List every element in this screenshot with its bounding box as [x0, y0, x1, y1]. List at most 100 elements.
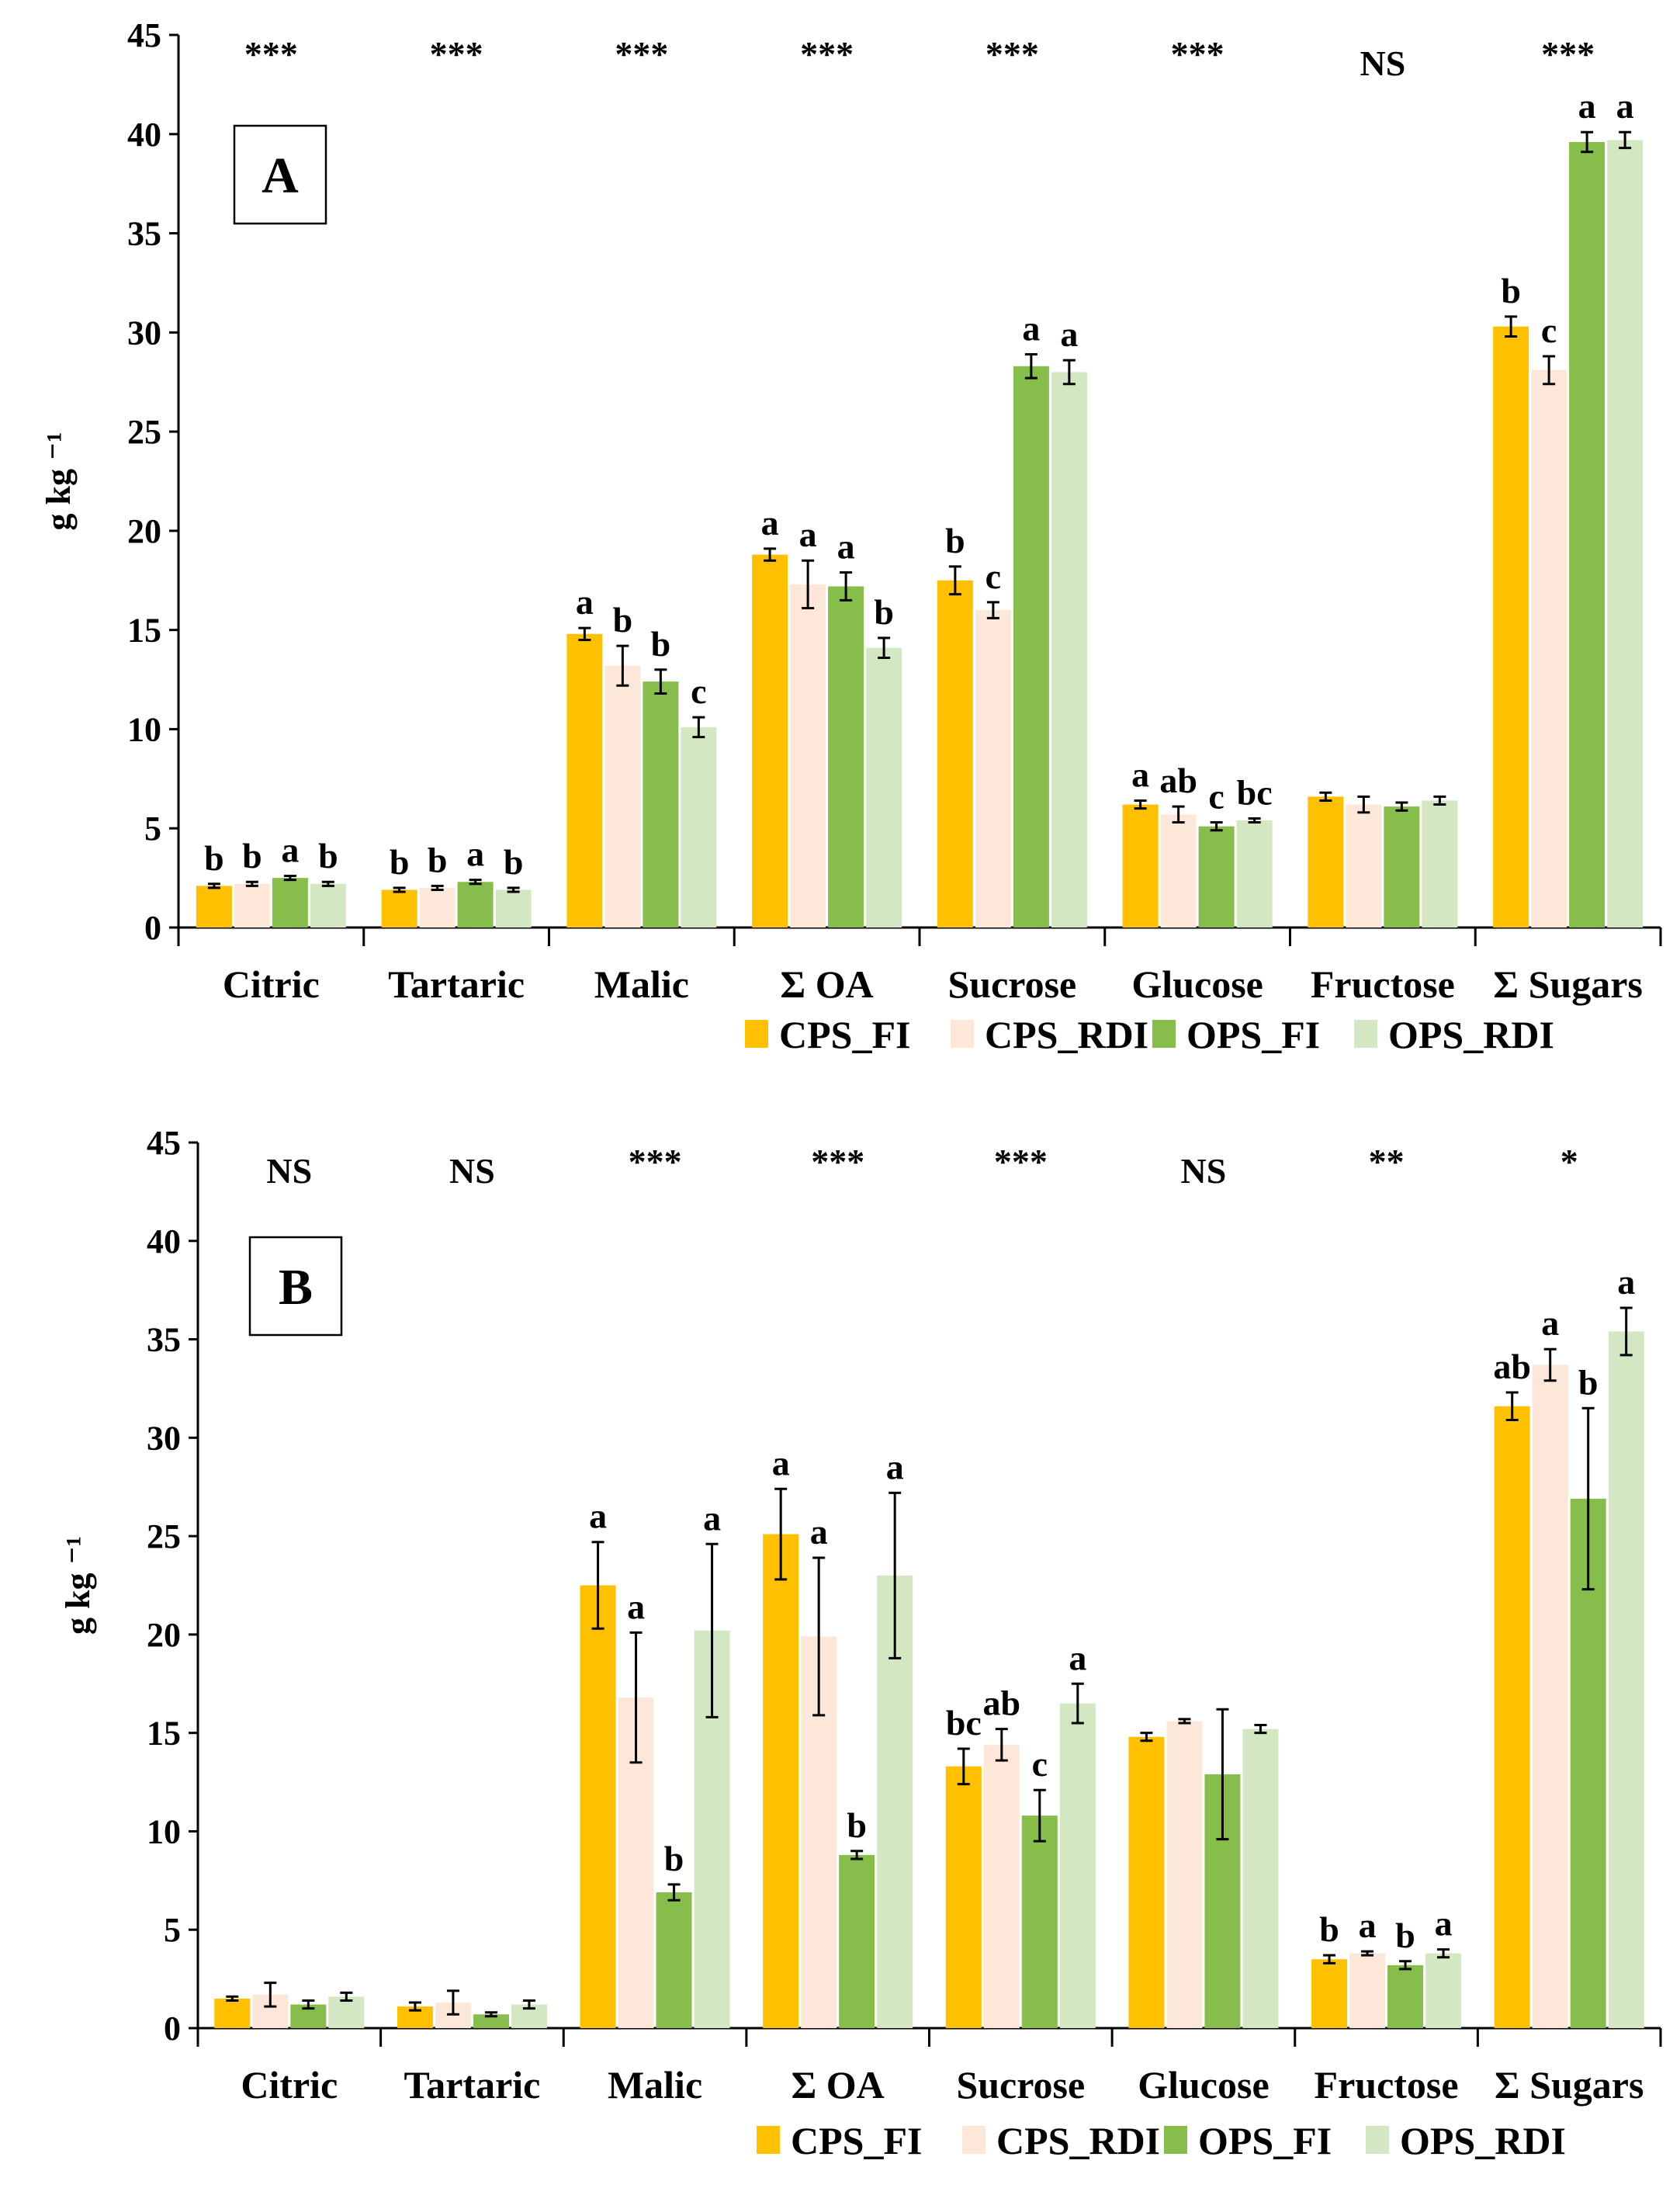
x-category-label: Σ Sugars [1493, 962, 1642, 1006]
data-label: c [691, 671, 706, 711]
bar [1425, 1953, 1462, 2028]
data-label: a [1022, 308, 1040, 348]
bar [1128, 1736, 1165, 2028]
data-label: a [627, 1586, 645, 1626]
data-label: a [576, 582, 594, 622]
legend-swatch [951, 1020, 974, 1048]
bar [381, 889, 417, 928]
data-label: b [613, 600, 633, 640]
y-tick-label: 10 [147, 1812, 181, 1850]
bar [419, 887, 456, 928]
bar [752, 554, 788, 928]
bar [1242, 1729, 1279, 2028]
y-tick-label: 0 [144, 909, 161, 947]
y-tick-label: 5 [164, 1911, 181, 1949]
bar [234, 883, 270, 928]
significance-marker: NS [1181, 1151, 1227, 1191]
panel-label-box [233, 124, 327, 225]
bar [866, 647, 902, 928]
legend-swatch [745, 1020, 768, 1048]
panel-label-box [248, 1236, 343, 1337]
data-label: b [874, 592, 894, 632]
x-category-label: Sucrose [948, 962, 1077, 1006]
data-label: a [281, 830, 299, 870]
bar [457, 882, 494, 928]
legend-swatch [757, 2126, 780, 2154]
bar [566, 633, 603, 928]
x-category-label: Σ OA [792, 2063, 885, 2107]
x-category-label: Glucose [1138, 2063, 1269, 2107]
legend-swatch [1366, 2126, 1389, 2154]
chart-panel-b: 0 5 10 15 20 25 30 35 40 45 g kg ⁻¹ Citric NS Tartari… [59, 1124, 1662, 2162]
data-label: a [1060, 314, 1078, 354]
x-category-label: Σ OA [781, 962, 874, 1006]
bar [1494, 1406, 1530, 2028]
significance-marker: ** [1369, 1142, 1405, 1181]
data-label: b [504, 842, 524, 882]
y-tick-label: 15 [127, 612, 161, 650]
legend-entry: OPS_RDI [1388, 1013, 1554, 1056]
y-tick-label: 15 [147, 1715, 181, 1753]
bar [1387, 1964, 1424, 2028]
data-label: b [664, 1839, 684, 1878]
significance-marker: * [1560, 1142, 1578, 1181]
data-label: b [651, 624, 671, 664]
x-category-label: Malic [594, 962, 689, 1006]
x-category-label: Sucrose [956, 2063, 1085, 2107]
data-label: a [589, 1496, 607, 1536]
bar [328, 1996, 365, 2028]
bar [1346, 804, 1382, 928]
data-label: a [1359, 1905, 1377, 1945]
data-label: b [945, 521, 965, 560]
x-category-label: Malic [608, 2063, 702, 2107]
data-label: a [1435, 1904, 1453, 1944]
bar [310, 883, 346, 928]
bar [196, 886, 232, 928]
bar [495, 889, 532, 928]
bar [975, 610, 1011, 928]
data-label: a [1131, 754, 1149, 794]
y-tick-label: 30 [127, 314, 161, 352]
y-tick-label: 45 [147, 1124, 181, 1162]
significance-marker: *** [244, 34, 298, 74]
significance-marker: *** [994, 1142, 1048, 1181]
bar [790, 584, 826, 928]
data-label: b [1501, 271, 1521, 310]
significance-marker: *** [629, 1142, 682, 1181]
bar [1308, 796, 1344, 928]
data-label: b [1319, 1909, 1339, 1949]
bar [828, 586, 864, 928]
legend-swatch [1152, 1020, 1176, 1048]
bar [473, 2014, 509, 2028]
x-category-label: Glucose [1131, 962, 1263, 1006]
bar [272, 878, 308, 928]
data-label: a [761, 503, 779, 543]
bar [1013, 366, 1049, 928]
data-label: a [1617, 1262, 1635, 1302]
y-tick-label: 20 [127, 512, 161, 550]
bar [1051, 372, 1087, 928]
y-tick-label: 40 [127, 116, 161, 154]
data-label: ab [1493, 1347, 1531, 1386]
significance-marker: *** [1541, 34, 1595, 74]
bar [983, 1744, 1020, 2028]
bar [1198, 826, 1235, 928]
bar [1608, 1331, 1644, 2028]
y-axis-label: g kg ⁻¹ [59, 1536, 97, 1635]
y-tick-label: 40 [147, 1222, 181, 1260]
bar [763, 1534, 799, 2028]
bar [1311, 1959, 1348, 2028]
y-tick-label: 45 [127, 16, 161, 54]
bar [1166, 1721, 1203, 2028]
bar [1493, 326, 1529, 928]
data-label: bc [946, 1703, 982, 1742]
significance-marker: *** [811, 1142, 864, 1181]
data-label: a [810, 1512, 828, 1552]
y-tick-label: 10 [127, 710, 161, 748]
significance-marker: NS [266, 1151, 312, 1191]
data-label: c [1208, 777, 1224, 817]
bar [1384, 806, 1420, 928]
data-label: a [1069, 1638, 1086, 1677]
x-category-label: Σ Sugars [1495, 2063, 1644, 2107]
